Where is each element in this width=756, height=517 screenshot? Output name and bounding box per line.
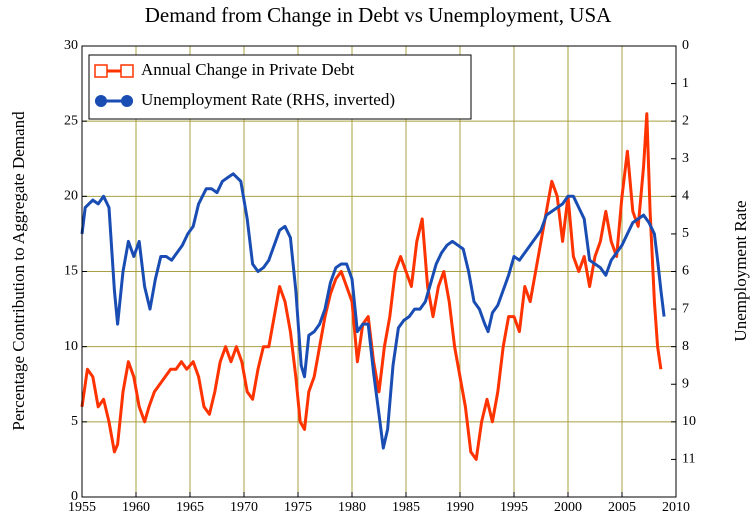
y2-tick-label: 7 <box>682 301 689 316</box>
plot-lines <box>80 112 666 461</box>
y2-tick-label: 9 <box>682 376 689 391</box>
y-tick-label: 10 <box>64 339 78 354</box>
y-tick-label: 0 <box>71 489 78 504</box>
legend: Annual Change in Private Debt Unemploymen… <box>88 54 472 120</box>
y2-tick-label: 10 <box>682 414 696 429</box>
series-line <box>80 112 663 461</box>
x-tick-label: 1970 <box>230 500 258 515</box>
x-tick-label: 1995 <box>500 500 528 515</box>
chart-title: Demand from Change in Debt vs Unemployme… <box>145 3 612 27</box>
y2-tick-label: 5 <box>682 226 689 241</box>
series-line <box>80 172 666 450</box>
y-tick-label: 5 <box>71 414 78 429</box>
x-tick-label: 2000 <box>554 500 582 515</box>
y2-tick-label: 0 <box>682 38 689 53</box>
x-tick-label: 1965 <box>176 500 204 515</box>
x-tick-label: 2010 <box>662 500 690 515</box>
x-tick-label: 1980 <box>338 500 366 515</box>
legend-marker <box>94 64 108 78</box>
y2-tick-label: 3 <box>682 151 689 166</box>
y2-tick-label: 4 <box>682 189 689 204</box>
y2-tick-label: 8 <box>682 339 689 354</box>
x-tick-label: 1985 <box>392 500 420 515</box>
legend-label: Annual Change in Private Debt <box>141 60 355 79</box>
y2-axis-title: Unemployment Rate <box>731 200 750 341</box>
x-tick-label: 1990 <box>446 500 474 515</box>
y-tick-label: 15 <box>64 264 78 279</box>
legend-label: Unemployment Rate (RHS, inverted) <box>141 90 395 109</box>
y2-tick-label: 11 <box>682 452 695 467</box>
x-tick-label: 1955 <box>68 500 96 515</box>
legend-marker <box>120 64 134 78</box>
y-tick-label: 30 <box>64 38 78 53</box>
y-tick-label: 20 <box>64 189 78 204</box>
y2-tick-label: 2 <box>682 113 689 128</box>
legend-marker <box>121 95 133 107</box>
y2-tick-label: 1 <box>682 76 689 91</box>
legend-marker <box>95 95 107 107</box>
legend-box <box>88 54 472 120</box>
x-tick-label: 1960 <box>122 500 150 515</box>
ticks: 1955 1960 1965 1970 1975 1980 1985 1990 1995 2000… <box>64 38 696 515</box>
x-tick-label: 2005 <box>608 500 636 515</box>
y2-tick-label: 6 <box>682 264 689 279</box>
y-tick-label: 25 <box>64 113 78 128</box>
y-axis-title: Percentage Contribution to Aggregate Dem… <box>9 111 28 431</box>
x-tick-label: 1975 <box>284 500 312 515</box>
